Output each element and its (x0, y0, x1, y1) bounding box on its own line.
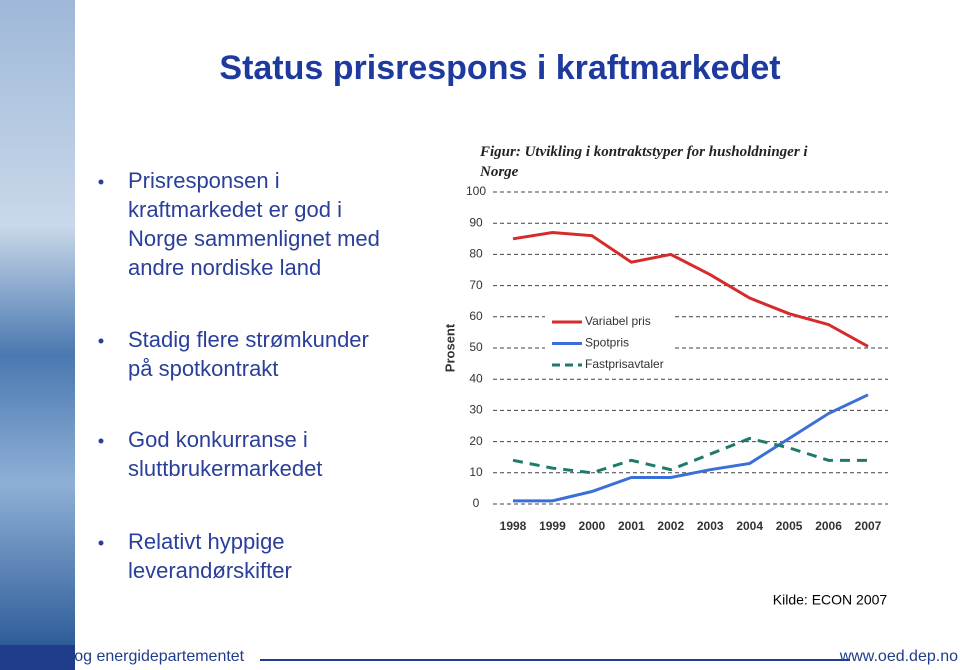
bullet-text: kraftmarkedet er god i (128, 197, 342, 222)
y-tick-label: 40 (469, 371, 483, 385)
legend-label: Spotpris (585, 336, 629, 350)
bullet-text: God konkurranse i (128, 427, 308, 452)
y-tick-label: 0 (473, 496, 480, 510)
footer-bg (0, 645, 960, 670)
footer-left: Olje- og energidepartementet (36, 648, 245, 665)
y-tick-label: 90 (469, 215, 483, 229)
series-line (513, 393, 869, 503)
bullet-text: leverandørskifter (128, 558, 292, 583)
bullet-text: Norge sammenlignet med (128, 226, 380, 251)
bullet-text: andre nordiske land (128, 255, 321, 280)
bullet-text: på spotkontrakt (128, 356, 278, 381)
source: Kilde: ECON 2007 (773, 592, 888, 608)
y-tick-label: 60 (469, 309, 483, 323)
footer-block (0, 645, 75, 670)
footer-right: www.oed.dep.no (839, 648, 958, 665)
x-tick-label: 2004 (736, 519, 763, 533)
bullet-dot (98, 540, 104, 546)
x-tick-label: 2002 (657, 519, 684, 533)
x-tick-label: 2001 (618, 519, 645, 533)
y-tick-label: 100 (466, 184, 486, 198)
y-tick-label: 80 (469, 247, 483, 261)
x-tick-label: 1999 (539, 519, 566, 533)
x-tick-label: 2007 (855, 519, 882, 533)
x-tick-label: 2006 (815, 519, 842, 533)
x-tick-label: 1998 (500, 519, 527, 533)
bullet-text: Relativt hyppige (128, 529, 285, 554)
series-line (512, 231, 869, 348)
x-tick-label: 2000 (579, 519, 606, 533)
bullet-text: sluttbrukermarkedet (128, 456, 322, 481)
bullet-dot (98, 179, 104, 185)
bullet-dot (98, 438, 104, 444)
y-tick-label: 10 (469, 465, 483, 479)
series-line (512, 436, 868, 475)
y-tick-label: 50 (469, 340, 483, 354)
y-axis-label: Prosent (442, 323, 457, 372)
legend-label: Fastprisavtaler (585, 357, 664, 371)
side-image (0, 0, 75, 645)
x-tick-label: 2005 (776, 519, 803, 533)
y-tick-label: 20 (469, 434, 483, 448)
y-tick-label: 70 (469, 278, 483, 292)
y-tick-label: 30 (469, 403, 483, 417)
bullet-text: Prisresponsen i (128, 168, 280, 193)
chart-title: Figur: Utvikling i kontraktstyper for hu… (479, 144, 808, 180)
bullet-dot (98, 338, 104, 344)
x-tick-label: 2003 (697, 519, 724, 533)
slide-title: Status prisrespons i kraftmarkedet (219, 49, 780, 87)
bullet-text: Stadig flere strømkunder (128, 327, 369, 352)
legend-label: Variabel pris (585, 314, 651, 328)
